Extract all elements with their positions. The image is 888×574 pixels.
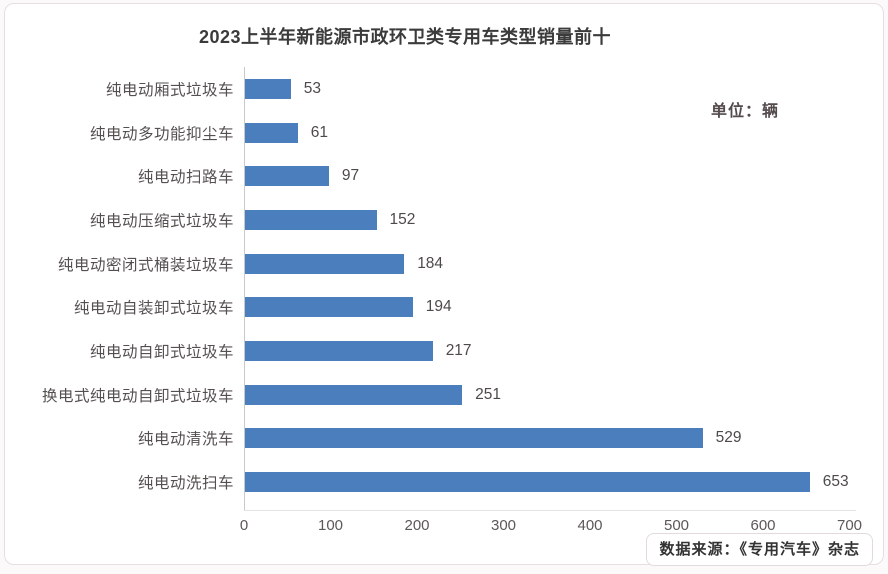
bar-row: 纯电动自卸式垃圾车 217 xyxy=(5,329,883,373)
x-axis-line xyxy=(244,510,856,511)
bar-row: 换电式纯电动自卸式垃圾车 251 xyxy=(5,373,883,417)
x-tick-label: 400 xyxy=(577,517,603,534)
bar xyxy=(245,340,433,361)
category-label: 纯电动自卸式垃圾车 xyxy=(89,343,234,361)
category-label: 纯电动厢式垃圾车 xyxy=(105,81,234,99)
x-tick-label: 100 xyxy=(317,517,344,534)
category-label: 纯电动洗扫车 xyxy=(137,475,234,493)
value-label: 251 xyxy=(475,385,501,403)
value-label: 97 xyxy=(341,167,360,185)
bar-row: 纯电动清洗车 529 xyxy=(5,417,883,461)
bar-track: 653 xyxy=(245,472,849,493)
x-tick-label: 0 xyxy=(239,517,249,534)
value-label: 61 xyxy=(310,123,329,141)
plot-area: 纯电动厢式垃圾车 53 纯电动多功能抑尘车 61 纯电动扫路车 97 纯电动压缩… xyxy=(5,67,883,547)
category-label: 纯电动清洗车 xyxy=(137,431,234,449)
x-tick-label: 500 xyxy=(663,517,690,534)
unit-label: 单位：辆 xyxy=(711,103,780,120)
bar-track: 217 xyxy=(245,340,472,361)
x-tick-label: 700 xyxy=(836,517,863,534)
bar-track: 97 xyxy=(245,166,360,187)
category-label: 换电式纯电动自卸式垃圾车 xyxy=(41,387,234,405)
bar xyxy=(245,166,329,187)
bar-track: 61 xyxy=(245,122,329,143)
value-label: 194 xyxy=(425,298,452,316)
category-label: 纯电动密闭式桶装垃圾车 xyxy=(57,256,234,274)
x-tick-label: 200 xyxy=(404,517,430,534)
x-tick-label: 600 xyxy=(750,517,776,534)
bar-track: 251 xyxy=(245,384,501,405)
bar-row: 纯电动多功能抑尘车 61 xyxy=(5,111,883,155)
bar-row: 纯电动厢式垃圾车 53 xyxy=(5,67,883,111)
value-label: 152 xyxy=(389,210,416,228)
data-source-badge: 数据来源：《专用汽车》杂志 xyxy=(646,533,873,566)
bar-row: 纯电动自装卸式垃圾车 194 xyxy=(5,285,883,329)
bar-track: 529 xyxy=(245,428,742,449)
category-label: 纯电动多功能抑尘车 xyxy=(89,125,234,143)
bar-row: 纯电动洗扫车 653 xyxy=(5,460,883,504)
value-label: 53 xyxy=(303,79,322,97)
value-label: 653 xyxy=(822,473,849,491)
bar-track: 194 xyxy=(245,297,452,318)
bar-row: 纯电动密闭式桶装垃圾车 184 xyxy=(5,242,883,286)
x-tick-label: 300 xyxy=(490,517,517,534)
bar-rows: 纯电动厢式垃圾车 53 纯电动多功能抑尘车 61 纯电动扫路车 97 纯电动压缩… xyxy=(5,67,883,504)
x-axis-ticks: 0 100 200 300 400 500 600 700 xyxy=(5,517,883,539)
category-label: 纯电动扫路车 xyxy=(137,169,234,187)
chart-title: 2023上半年新能源市政环卫类专用车类型销量前十 xyxy=(198,27,612,47)
bar xyxy=(245,78,291,99)
bar xyxy=(245,472,810,493)
bar-track: 184 xyxy=(245,253,444,274)
category-label: 纯电动自装卸式垃圾车 xyxy=(73,300,234,318)
bar-track: 152 xyxy=(245,209,416,230)
value-label: 529 xyxy=(715,429,742,447)
bar xyxy=(245,297,413,318)
bar xyxy=(245,428,703,449)
data-source-text: 数据来源：《专用汽车》杂志 xyxy=(659,541,860,558)
y-axis-line xyxy=(244,67,245,511)
bar xyxy=(245,384,463,405)
chart-card: 2023上半年新能源市政环卫类专用车类型销量前十 单位：辆 纯电动厢式垃圾车 5… xyxy=(4,3,884,566)
value-label: 184 xyxy=(417,254,444,272)
bar-row: 纯电动压缩式垃圾车 152 xyxy=(5,198,883,242)
bar xyxy=(245,122,298,143)
bar-track: 53 xyxy=(245,78,322,99)
bar xyxy=(245,253,405,274)
bar xyxy=(245,209,377,230)
bar-row: 纯电动扫路车 97 xyxy=(5,154,883,198)
value-label: 217 xyxy=(445,341,472,359)
category-label: 纯电动压缩式垃圾车 xyxy=(89,212,234,230)
